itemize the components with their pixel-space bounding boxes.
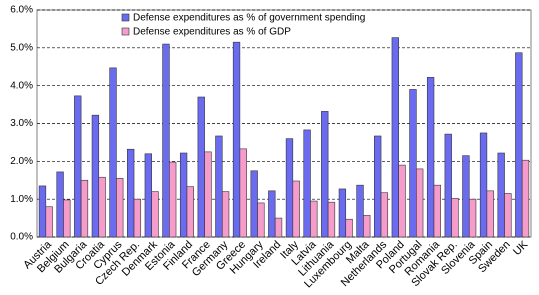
bar	[398, 164, 406, 238]
bar	[268, 190, 276, 238]
bar	[169, 161, 177, 238]
bar	[257, 202, 265, 238]
bar	[303, 129, 311, 238]
bar	[497, 152, 505, 238]
bar	[521, 159, 530, 238]
bar	[239, 148, 247, 238]
bar	[56, 171, 64, 238]
bar	[515, 52, 523, 238]
bar	[327, 201, 336, 238]
bar	[338, 188, 347, 238]
bar	[274, 217, 283, 238]
bar	[186, 186, 194, 238]
bar	[204, 151, 212, 238]
bar	[345, 218, 353, 238]
y-tick-label: 3.0%	[10, 118, 33, 129]
x-tick-label: UK	[511, 238, 531, 258]
bar	[409, 89, 417, 238]
bar	[391, 37, 399, 238]
bar	[74, 95, 82, 238]
bar	[504, 193, 512, 238]
bar	[433, 184, 441, 238]
bar	[363, 215, 371, 238]
bar	[215, 135, 223, 238]
bar	[468, 198, 477, 238]
bar	[80, 179, 89, 238]
y-tick-label: 6.0%	[10, 5, 33, 16]
bar	[250, 170, 258, 238]
bar	[45, 206, 53, 238]
bar	[151, 191, 159, 238]
y-tick-label: 1.0%	[10, 194, 33, 205]
bar	[91, 114, 100, 238]
legend-swatch	[121, 13, 130, 22]
legend-label: Defense expenditures as % of government …	[133, 13, 365, 24]
bar	[63, 199, 71, 238]
bar	[374, 135, 382, 238]
legend-label: Defense expenditures as % of GDP	[133, 27, 291, 38]
bar	[486, 190, 494, 238]
bar	[479, 132, 488, 238]
bar	[197, 96, 205, 238]
bar	[221, 191, 230, 238]
bar	[179, 152, 188, 238]
bar	[232, 41, 241, 238]
bar	[127, 148, 135, 238]
bar	[444, 133, 452, 238]
y-tick-label: 4.0%	[10, 80, 33, 91]
bar	[116, 178, 124, 238]
legend-swatch	[121, 27, 130, 36]
bar	[356, 184, 364, 238]
bar	[162, 43, 170, 238]
bar	[144, 153, 152, 238]
y-tick-label: 0.0%	[10, 232, 33, 243]
bar	[98, 176, 106, 238]
y-tick-label: 2.0%	[10, 156, 33, 167]
bar	[451, 198, 459, 238]
bar	[416, 168, 424, 238]
bar	[426, 77, 435, 238]
bar	[38, 185, 47, 238]
bar	[133, 198, 142, 238]
bar	[310, 200, 318, 238]
bar	[380, 192, 389, 238]
y-tick-label: 5.0%	[10, 42, 33, 53]
bar	[109, 67, 117, 238]
bar	[285, 138, 294, 238]
bar	[321, 111, 329, 238]
bar	[462, 155, 470, 238]
bar	[292, 180, 300, 238]
